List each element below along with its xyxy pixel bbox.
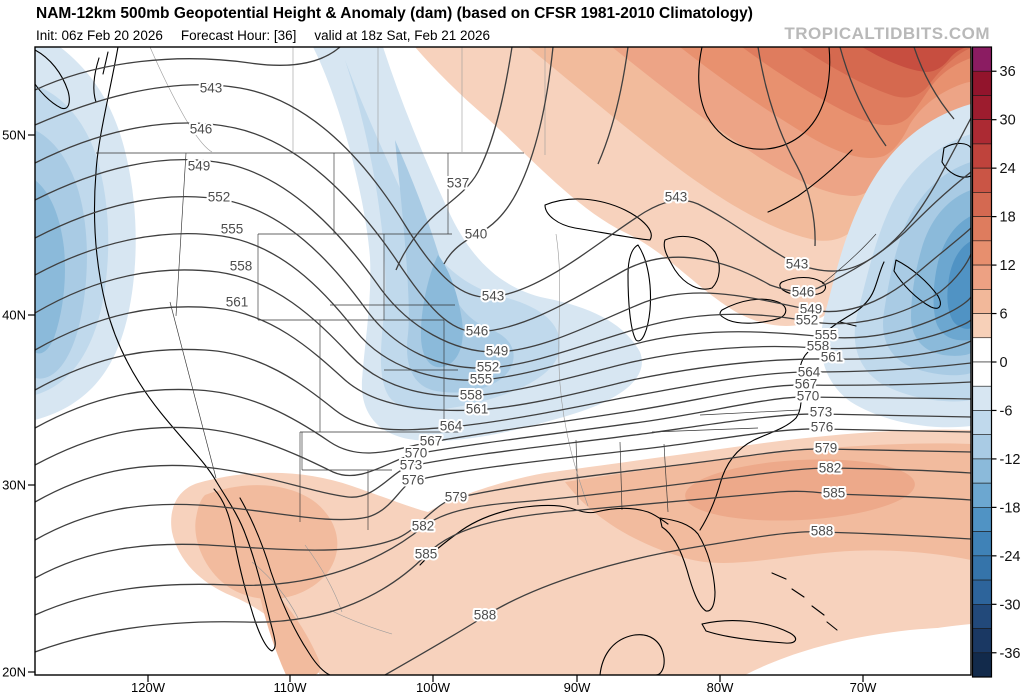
contour-label: 561 (226, 295, 249, 310)
contour-label: 546 (466, 324, 489, 339)
colorbar-cell (973, 386, 992, 410)
colorbar-cell (973, 338, 992, 362)
contour-label: 576 (811, 420, 834, 435)
colorbar-cell (973, 241, 992, 265)
contour-label: 588 (811, 524, 834, 539)
contour-label: 543 (482, 289, 505, 304)
colorbar-cell (973, 95, 992, 119)
lon-label: 90W (564, 680, 591, 695)
colorbar-tick-label: -6 (1000, 403, 1013, 419)
colorbar-cell (973, 192, 992, 216)
colorbar-cell (973, 71, 992, 95)
contour-label: 540 (465, 227, 488, 242)
colorbar-cell (973, 47, 992, 71)
colorbar-cell (973, 653, 992, 677)
lat-label: 30N (2, 478, 26, 493)
colorbar-tick-label: 0 (1000, 355, 1008, 371)
colorbar-tick-label: 18 (1000, 210, 1016, 226)
contour-label: 549 (486, 344, 509, 359)
contour-label: 552 (208, 190, 231, 205)
lon-label: 70W (850, 680, 877, 695)
colorbar-cell (973, 556, 992, 580)
contour-label: 570 (797, 389, 820, 404)
colorbar-tick-label: 36 (1000, 64, 1016, 80)
colorbar-cell (973, 217, 992, 241)
colorbar-cell (973, 459, 992, 483)
contour-label: 537 (447, 176, 470, 191)
init-forecast-valid-line: Init: 06z Feb 20 2026 Forecast Hour: [36]… (36, 28, 508, 43)
contour-label: 585 (415, 547, 438, 562)
colorbar-cell (973, 314, 992, 338)
colorbar-cell (973, 289, 992, 313)
contour-label: 561 (466, 402, 489, 417)
colorbar-cell (973, 580, 992, 604)
tropical-tidbits-forecast-map-page: { "header": { "title": "NAM-12km 500mb G… (0, 0, 1024, 696)
contour-label: 552 (796, 313, 819, 328)
colorbar-cell (973, 168, 992, 192)
contour-label: 585 (823, 486, 846, 501)
contour-label: 579 (815, 441, 838, 456)
colorbar-cell (973, 144, 992, 168)
lon-label: 80W (707, 680, 734, 695)
contour-label: 576 (402, 473, 425, 488)
contour-label: 582 (412, 519, 435, 534)
colorbar-tick-label: 30 (1000, 113, 1016, 129)
contour-label: 558 (230, 259, 253, 274)
colorbar-tick-label: -12 (1000, 452, 1021, 468)
colorbar-tick-label: 24 (1000, 161, 1016, 177)
contour-label: 579 (445, 490, 468, 505)
colorbar-tick-label: 6 (1000, 307, 1008, 323)
contour-label: 555 (470, 372, 493, 387)
colorbar-cell (973, 604, 992, 628)
colorbar-cell (973, 435, 992, 459)
contour-label: 564 (440, 419, 463, 434)
contour-label: 555 (221, 222, 244, 237)
colorbar-cell (973, 629, 992, 653)
colorbar-cell (973, 507, 992, 531)
contour-label: 543 (200, 81, 223, 96)
contour-label: 573 (400, 458, 423, 473)
weather-map-canvas: 5435465495525555585615375405435465495525… (0, 0, 1024, 696)
lon-label: 100W (416, 680, 451, 695)
colorbar-cell (973, 265, 992, 289)
colorbar-tick-label: -18 (1000, 500, 1021, 516)
contour-label: 582 (819, 461, 842, 476)
lat-label: 50N (2, 128, 26, 143)
contour-label: 573 (810, 405, 833, 420)
init-time: Init: 06z Feb 20 2026 (36, 28, 163, 43)
valid-time: valid at 18z Sat, Feb 21 2026 (314, 28, 490, 43)
contour-label: 561 (821, 350, 844, 365)
colorbar-cell (973, 362, 992, 386)
colorbar-tick-label: -36 (1000, 646, 1021, 662)
colorbar-tick-label: -30 (1000, 597, 1021, 613)
colorbar-tick-label: 12 (1000, 258, 1016, 274)
contour-label: 546 (190, 122, 213, 137)
colorbar-cell (973, 532, 992, 556)
lon-label: 110W (274, 680, 308, 695)
page-title: NAM-12km 500mb Geopotential Height & Ano… (36, 5, 753, 23)
lat-label: 40N (2, 308, 26, 323)
colorbar-cell (973, 483, 992, 507)
contour-label: 543 (786, 257, 809, 272)
forecast-hour: Forecast Hour: [36] (181, 28, 297, 43)
colorbar-cell (973, 410, 992, 434)
anomaly-colorbar: 36 30 24 18 12 6 0 -6 -12 -18 -24 -30 -36 (973, 47, 1021, 677)
lat-label: 20N (2, 665, 26, 680)
lon-label: 120W (131, 680, 166, 695)
colorbar-cell (973, 120, 992, 144)
contour-label: 549 (188, 159, 211, 174)
tropicaltidbits-watermark: TROPICALTIDBITS.COM (784, 24, 990, 44)
contour-label: 588 (474, 608, 497, 623)
contour-label: 543 (665, 190, 688, 205)
contour-label: 558 (460, 388, 483, 403)
colorbar-tick-label: -24 (1000, 549, 1021, 565)
contour-label: 546 (792, 285, 815, 300)
